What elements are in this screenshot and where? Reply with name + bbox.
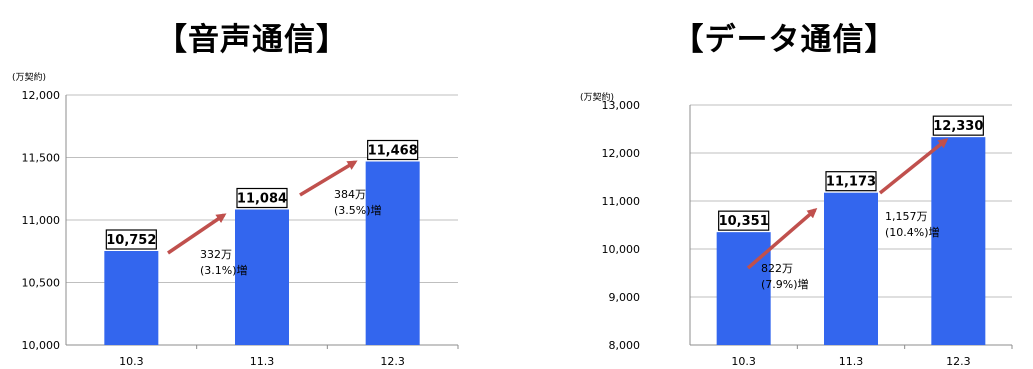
- bar: [716, 232, 771, 345]
- growth-arrow: [167, 213, 227, 255]
- data-chart-svg: (万契約) 8,000 9,000 10,000 11,000 12,000 13,000 1…: [580, 91, 1013, 368]
- data-chart-panel: 【データ通信】 (万契約) 8,000 9,000 10,000 11,000 12,00…: [516, 0, 1033, 369]
- value-label: 11,468: [368, 144, 418, 159]
- growth-annotation-percent: (3.1%)増: [200, 264, 248, 277]
- x-tick-label: 11.3: [839, 355, 864, 368]
- y-tick-label: 13,000: [602, 99, 641, 112]
- y-tick-label: 10,000: [602, 243, 641, 256]
- growth-arrow: [746, 208, 818, 270]
- y-tick-label: 12,000: [22, 89, 61, 102]
- value-label-box: [236, 187, 288, 209]
- voice-chart-panel: 【音声通信】 (万契約) 10,000 10,500 11,000 11,500 12,0…: [0, 0, 516, 369]
- x-tick-label: 10.3: [731, 355, 756, 368]
- y-tick-label: 8,000: [609, 339, 641, 352]
- x-tick-label: 12.3: [946, 355, 971, 368]
- growth-annotation-amount: 1,157万: [885, 210, 928, 223]
- y-tick-label: 9,000: [609, 291, 641, 304]
- y-tick-label: 11,500: [22, 152, 61, 165]
- bar: [235, 209, 289, 345]
- y-tick-label: 10,000: [22, 339, 61, 352]
- y-tick-label: 11,000: [602, 195, 641, 208]
- growth-annotation-amount: 384万: [334, 188, 366, 201]
- x-tick-label: 10.3: [119, 355, 144, 368]
- growth-annotation-percent: (7.9%)増: [761, 278, 809, 291]
- value-label: 10,752: [106, 233, 156, 248]
- value-label: 11,173: [826, 175, 876, 190]
- growth-annotation-amount: 822万: [761, 262, 793, 275]
- value-label-box: [105, 229, 157, 250]
- growth-annotation-percent: (10.4%)増: [885, 226, 940, 239]
- bar: [824, 192, 878, 345]
- value-label: 11,084: [237, 192, 287, 207]
- y-tick-label: 10,500: [22, 277, 61, 290]
- x-tick-label: 12.3: [380, 355, 405, 368]
- y-tick-label: 12,000: [602, 147, 641, 160]
- bar: [104, 251, 159, 345]
- growth-arrow: [878, 138, 949, 195]
- growth-annotation-amount: 332万: [200, 248, 232, 261]
- chart-title: 【音声通信】: [156, 22, 348, 58]
- value-label: 12,330: [933, 119, 983, 134]
- value-label-box: [718, 210, 770, 231]
- x-tick-label: 11.3: [250, 355, 275, 368]
- bar: [365, 161, 420, 345]
- chart-title: 【データ通信】: [672, 22, 897, 58]
- growth-arrow: [299, 160, 358, 197]
- value-label: 10,351: [719, 214, 769, 229]
- voice-chart-svg: (万契約) 10,000 10,500 11,000 11,500 12,000 10,75…: [12, 71, 459, 368]
- unit-label: (万契約): [12, 71, 46, 83]
- growth-annotation-percent: (3.5%)増: [334, 204, 382, 217]
- y-tick-label: 11,000: [22, 214, 61, 227]
- unit-label: (万契約): [580, 91, 614, 103]
- value-label-box: [367, 139, 419, 161]
- value-label-box: [932, 115, 984, 136]
- bar: [931, 137, 986, 345]
- value-label-box: [825, 171, 877, 192]
